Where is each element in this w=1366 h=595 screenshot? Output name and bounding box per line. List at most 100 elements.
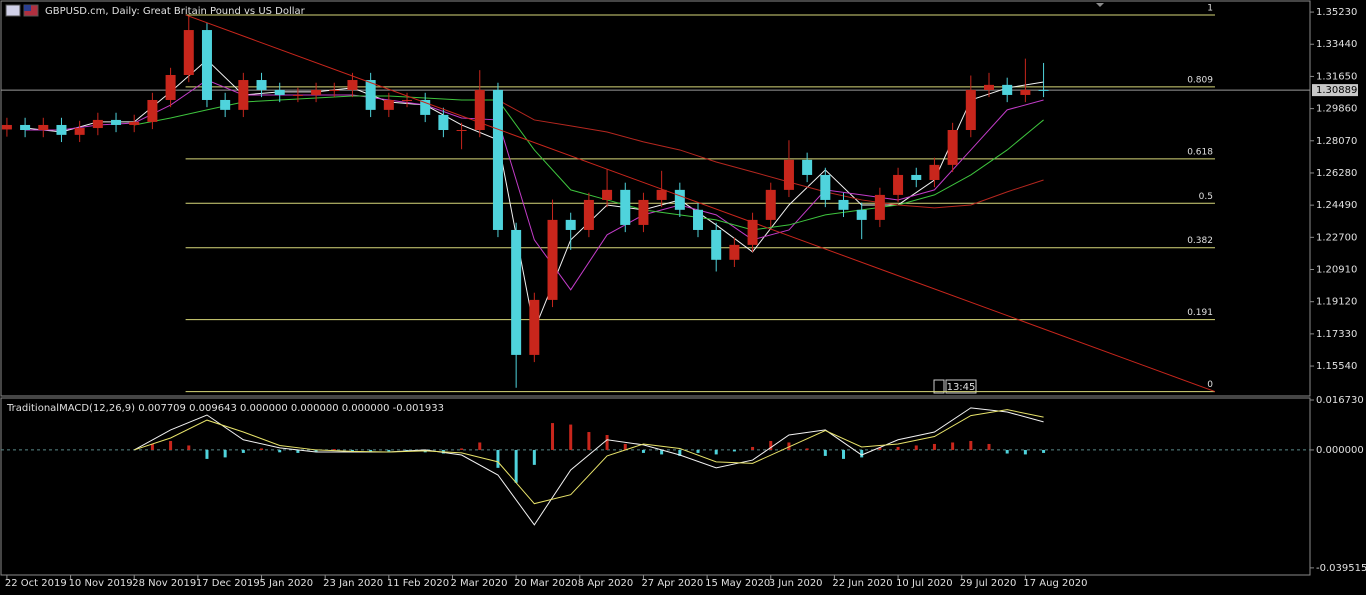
histogram-bar: [823, 449, 827, 456]
candle-body: [183, 30, 194, 75]
histogram-bar: [569, 424, 573, 450]
candle-body: [147, 99, 158, 122]
candle-body: [693, 209, 704, 230]
histogram-bar: [714, 449, 718, 455]
x-tick-label: 17 Dec 2019: [196, 578, 260, 589]
macd-panel-frame: [0, 397, 1311, 576]
histogram-bar: [1023, 449, 1027, 455]
y-tick-label: 1.28070: [1316, 136, 1357, 147]
histogram-bar: [478, 442, 482, 450]
histogram-bar: [860, 449, 864, 458]
x-tick-label: 20 Mar 2020: [514, 578, 577, 589]
candle-body: [783, 159, 794, 190]
candle-body: [92, 119, 103, 129]
candle-body: [820, 174, 831, 200]
histogram-bar: [278, 449, 282, 453]
y-tick-label: 1.29860: [1316, 104, 1357, 115]
candle-body: [129, 121, 140, 125]
candle-body: [420, 99, 431, 115]
histogram-bar: [1042, 449, 1046, 453]
price-panel-frame: [0, 0, 1311, 397]
candle-body: [583, 199, 594, 230]
candle-body: [1020, 89, 1031, 95]
histogram-bar: [787, 442, 791, 450]
candle-body: [1002, 84, 1013, 95]
x-tick-label: 10 Jul 2020: [896, 578, 953, 589]
candle-body: [656, 189, 667, 200]
histogram-bar: [332, 449, 336, 451]
fibonacci-label: 0.191: [1187, 308, 1213, 318]
candle-body: [383, 99, 394, 110]
candle-body: [256, 80, 267, 90]
candle-body: [874, 194, 885, 220]
candle-body: [765, 189, 776, 220]
candle-body: [56, 124, 67, 135]
y-tick-label: -0.039515: [1316, 563, 1366, 574]
candle-body: [802, 159, 813, 175]
histogram-bar: [150, 443, 154, 450]
fibonacci-label: 0.809: [1187, 75, 1213, 85]
fibonacci-label: 0.382: [1187, 236, 1213, 246]
histogram-bar: [732, 449, 736, 452]
candle-body: [402, 99, 413, 101]
candle-body: [911, 174, 922, 180]
candle-body: [20, 124, 31, 131]
moving-average: [25, 79, 1044, 291]
x-tick-label: 22 Oct 2019: [5, 578, 67, 589]
histogram-bar: [460, 448, 464, 450]
chart-title: GBPUSD.cm, Daily: Great Britain Pound vs…: [45, 6, 306, 17]
histogram-bar: [751, 446, 755, 450]
shift-marker: [1096, 3, 1104, 7]
histogram-bar: [932, 443, 936, 450]
candle-body: [38, 124, 49, 131]
y-tick-label: 0.000000: [1316, 445, 1364, 456]
moving-average: [497, 99, 1044, 209]
histogram-bar: [514, 449, 518, 483]
y-tick-label: 1.20910: [1316, 265, 1357, 276]
histogram-bar: [296, 449, 300, 453]
histogram-bar: [169, 440, 173, 450]
x-tick-label: 29 Jul 2020: [960, 578, 1017, 589]
histogram-bar: [605, 435, 609, 450]
candle-body: [711, 229, 722, 260]
candle-body: [838, 199, 849, 210]
candle-body: [965, 89, 976, 131]
candle-body: [492, 89, 503, 230]
histogram-bar: [350, 449, 354, 452]
histogram-bar: [623, 443, 627, 450]
candle-body: [1, 124, 12, 130]
candle-body: [347, 80, 358, 90]
histogram-bar: [496, 449, 500, 468]
countdown-bar-box: [933, 379, 945, 394]
histogram-bar: [987, 443, 991, 450]
candle-body: [565, 219, 576, 230]
macd-line: [133, 407, 1044, 526]
candle-body: [220, 99, 231, 110]
candle-body: [165, 74, 176, 100]
histogram-bar: [878, 447, 882, 450]
candle-body: [602, 189, 613, 200]
last-price-box: [1312, 84, 1358, 97]
candle-body: [74, 128, 85, 135]
y-tick-label: 1.35230: [1316, 7, 1357, 18]
candle-body: [893, 174, 904, 195]
histogram-bar: [532, 449, 536, 465]
histogram-bar: [314, 449, 318, 452]
macd-line: [134, 409, 1044, 505]
candle-body: [529, 299, 540, 355]
candle-body: [201, 30, 212, 100]
fibonacci-label: 1: [1207, 3, 1213, 13]
histogram-bar: [914, 445, 918, 450]
countdown-box: [945, 379, 977, 394]
histogram-bar: [387, 449, 391, 452]
x-tick-label: 15 May 2020: [705, 578, 770, 589]
histogram-bar: [587, 432, 591, 450]
histogram-bar: [205, 449, 209, 459]
countdown: 13:45: [947, 382, 976, 393]
x-tick-label: 27 Apr 2020: [641, 578, 703, 589]
fibonacci-label: 0.5: [1199, 192, 1213, 202]
x-tick-label: 10 Nov 2019: [69, 578, 133, 589]
x-tick-label: 8 Apr 2020: [578, 578, 633, 589]
candle-body: [1038, 89, 1049, 91]
histogram-bar: [678, 449, 682, 456]
